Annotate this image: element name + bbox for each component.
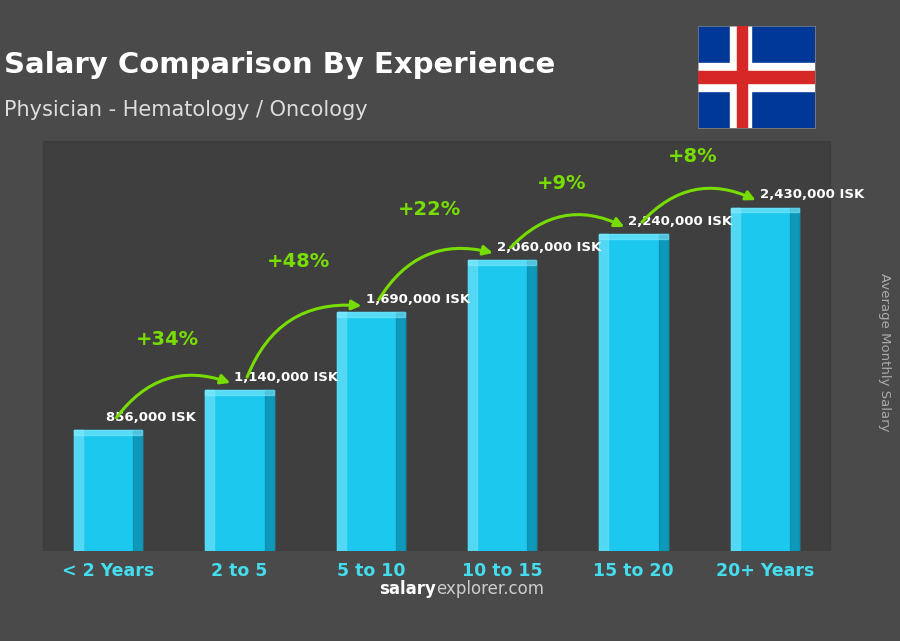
Text: +22%: +22% (399, 200, 462, 219)
FancyArrowPatch shape (116, 375, 227, 418)
Bar (698, 71, 814, 83)
Text: 2,240,000 ISK: 2,240,000 ISK (628, 215, 733, 228)
FancyArrowPatch shape (642, 188, 752, 222)
Text: Physician - Hematology / Oncology: Physician - Hematology / Oncology (4, 100, 367, 120)
Text: 2,430,000 ISK: 2,430,000 ISK (760, 188, 864, 201)
Bar (396, 312, 405, 551)
Bar (737, 26, 747, 128)
FancyArrowPatch shape (248, 301, 358, 377)
Bar (731, 208, 799, 212)
Bar (527, 260, 536, 551)
Bar (74, 430, 83, 551)
Bar (659, 235, 668, 551)
Text: Salary Comparison By Experience: Salary Comparison By Experience (4, 51, 555, 79)
Text: +48%: +48% (267, 252, 330, 271)
Bar (205, 390, 214, 551)
Text: explorer.com: explorer.com (436, 581, 544, 599)
Bar (731, 208, 740, 551)
Bar (599, 235, 668, 239)
Bar (730, 26, 752, 128)
Text: salary: salary (380, 581, 436, 599)
Bar (205, 390, 274, 551)
Text: +34%: +34% (136, 330, 199, 349)
Text: 2,060,000 ISK: 2,060,000 ISK (497, 240, 601, 254)
Bar (599, 235, 668, 551)
Bar (790, 208, 799, 551)
Text: +8%: +8% (668, 147, 717, 167)
Bar (468, 260, 536, 265)
Bar (468, 260, 477, 551)
Bar (468, 260, 536, 551)
Text: Average Monthly Salary: Average Monthly Salary (878, 273, 890, 432)
Bar (599, 235, 608, 551)
Bar (205, 390, 274, 395)
Bar (337, 312, 405, 551)
Bar (74, 430, 142, 435)
Bar (337, 312, 405, 317)
FancyArrowPatch shape (379, 247, 490, 299)
Text: 1,690,000 ISK: 1,690,000 ISK (365, 293, 470, 306)
Text: +9%: +9% (536, 174, 586, 194)
Text: 856,000 ISK: 856,000 ISK (105, 411, 195, 424)
Bar (133, 430, 142, 551)
Bar (265, 390, 274, 551)
Text: 1,140,000 ISK: 1,140,000 ISK (234, 371, 338, 384)
FancyArrowPatch shape (510, 215, 621, 247)
Bar (698, 63, 814, 91)
Bar (74, 430, 142, 551)
Bar (731, 208, 799, 551)
Bar (337, 312, 346, 551)
